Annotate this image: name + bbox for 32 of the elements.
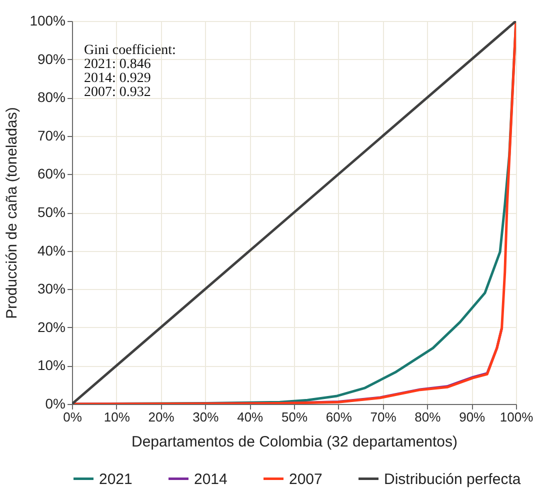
annotation: 2007: 0.932 — [84, 85, 151, 100]
y-tick-label: 30% — [37, 280, 66, 297]
x-tick-label: 80% — [414, 410, 442, 424]
y-tick-label: 0% — [45, 396, 66, 412]
legend-label: Distribución perfecta — [384, 470, 522, 488]
legend-label: 2014 — [194, 470, 228, 488]
y-tick-label: 40% — [37, 242, 66, 258]
x-tick-label: 10% — [104, 410, 130, 424]
y-tick-label: 100% — [30, 12, 66, 28]
y-tick-label: 60% — [37, 166, 66, 182]
x-tick-label: 0% — [63, 410, 82, 424]
y-tick-label: 80% — [37, 89, 66, 106]
x-tick-label: 60% — [326, 410, 352, 424]
x-tick-label: 90% — [459, 410, 486, 424]
x-tick-label: 70% — [370, 410, 397, 424]
y-tick-label: 70% — [37, 127, 66, 144]
y-tick-label: 20% — [37, 318, 66, 335]
x-tick-label: 50% — [281, 410, 308, 424]
annotation: 2021: 0.846 — [84, 57, 151, 72]
y-tick-label: 50% — [37, 204, 66, 220]
y-tick-label: 10% — [37, 357, 66, 374]
annotation: 2014: 0.929 — [84, 71, 151, 86]
legend-label: 2021 — [99, 470, 132, 488]
x-tick-label: 30% — [192, 410, 220, 424]
y-axis-title: Producción de caña (toneladas) — [4, 107, 21, 319]
x-axis-title: Departamentos de Colombia (32 departamentos) — [131, 434, 458, 450]
x-tick-label: 40% — [237, 410, 264, 424]
x-tick-label: 20% — [148, 410, 175, 424]
legend-label: 2007 — [289, 470, 322, 488]
x-tick-label: 100% — [500, 410, 534, 424]
y-tick-label: 90% — [37, 50, 66, 67]
annotation: Gini coefficient: — [84, 43, 176, 58]
